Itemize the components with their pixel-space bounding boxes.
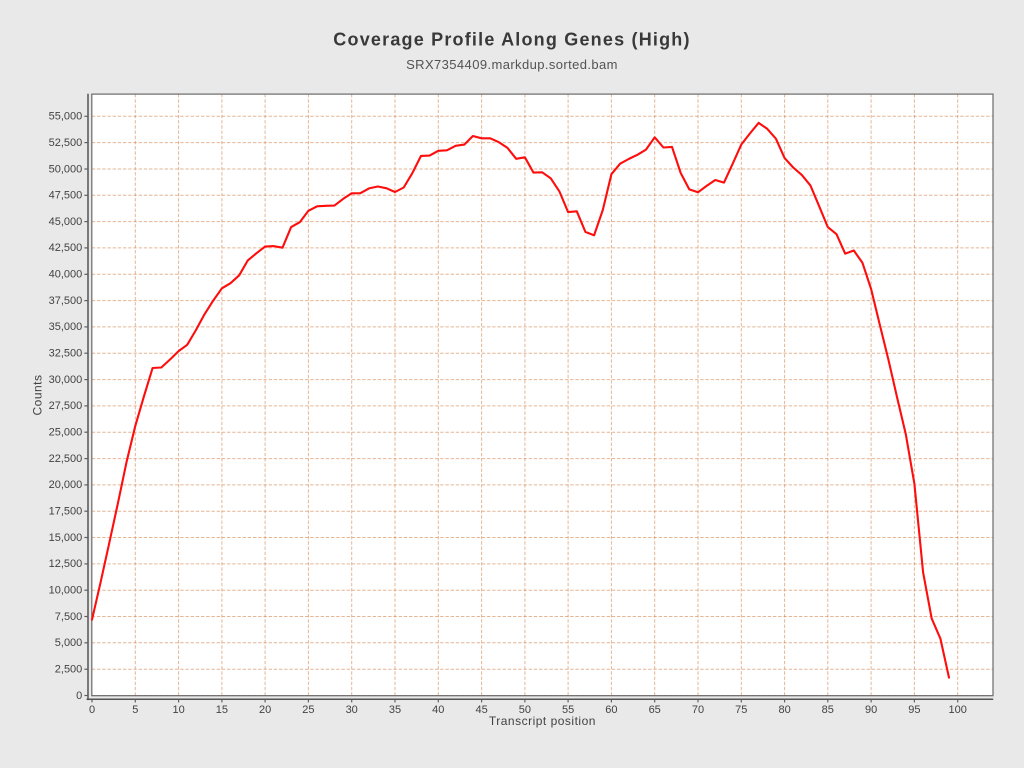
svg-text:75: 75 [735, 704, 747, 716]
svg-text:90: 90 [865, 704, 877, 716]
svg-text:SRX7354409.markdup.sorted.bam: SRX7354409.markdup.sorted.bam [406, 57, 618, 72]
svg-text:45: 45 [475, 704, 487, 716]
svg-text:Counts: Counts [31, 374, 45, 415]
svg-text:85: 85 [822, 704, 834, 716]
svg-text:15: 15 [216, 704, 228, 716]
svg-text:60: 60 [605, 704, 617, 716]
svg-text:22,500: 22,500 [49, 453, 83, 465]
svg-text:17,500: 17,500 [49, 506, 83, 518]
svg-text:65: 65 [649, 704, 661, 716]
svg-text:20,000: 20,000 [49, 479, 83, 491]
svg-text:5,000: 5,000 [55, 637, 83, 649]
svg-text:42,500: 42,500 [49, 242, 83, 254]
svg-text:Coverage Profile Along Genes (: Coverage Profile Along Genes (High) [333, 30, 690, 50]
svg-text:27,500: 27,500 [49, 400, 83, 412]
svg-text:45,000: 45,000 [49, 216, 83, 228]
svg-text:20: 20 [259, 704, 271, 716]
svg-text:95: 95 [908, 704, 920, 716]
svg-text:7,500: 7,500 [55, 611, 83, 623]
svg-text:32,500: 32,500 [49, 348, 83, 360]
svg-text:10,000: 10,000 [49, 585, 83, 597]
svg-text:15,000: 15,000 [49, 532, 83, 544]
svg-text:30,000: 30,000 [49, 374, 83, 386]
svg-text:35: 35 [389, 704, 401, 716]
svg-text:50: 50 [519, 704, 531, 716]
svg-text:47,500: 47,500 [49, 190, 83, 202]
svg-text:2,500: 2,500 [55, 664, 83, 676]
svg-text:100: 100 [949, 704, 967, 716]
svg-text:25: 25 [302, 704, 314, 716]
svg-text:0: 0 [89, 704, 95, 716]
svg-text:10: 10 [172, 704, 184, 716]
svg-text:40: 40 [432, 704, 444, 716]
svg-text:30: 30 [346, 704, 358, 716]
svg-text:55,000: 55,000 [49, 111, 83, 123]
svg-text:80: 80 [778, 704, 790, 716]
svg-text:37,500: 37,500 [49, 295, 83, 307]
svg-text:40,000: 40,000 [49, 269, 83, 281]
svg-text:25,000: 25,000 [49, 427, 83, 439]
svg-text:12,500: 12,500 [49, 558, 83, 570]
svg-text:5: 5 [132, 704, 138, 716]
svg-text:52,500: 52,500 [49, 137, 83, 149]
svg-text:50,000: 50,000 [49, 163, 83, 175]
svg-text:70: 70 [692, 704, 704, 716]
svg-text:Transcript position: Transcript position [489, 714, 596, 728]
svg-text:55: 55 [562, 704, 574, 716]
svg-text:35,000: 35,000 [49, 321, 83, 333]
svg-text:0: 0 [76, 690, 82, 702]
